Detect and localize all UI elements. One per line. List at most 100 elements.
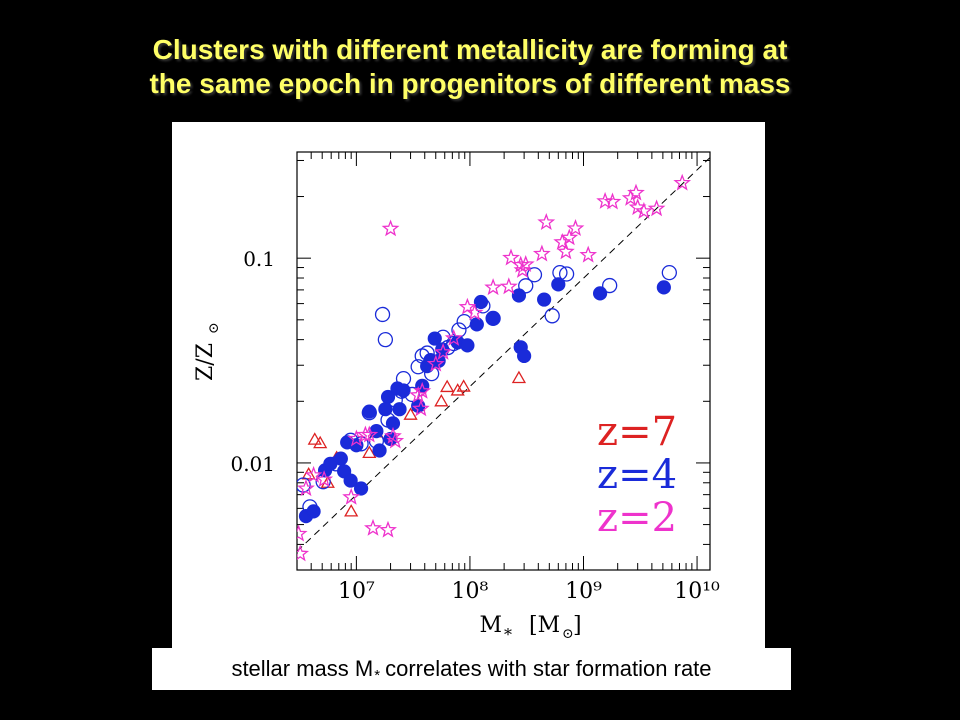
x-axis-unit-close: ] — [573, 613, 582, 638]
data-point-filled-circle — [592, 286, 608, 301]
data-point-star — [553, 232, 572, 250]
data-point-open-circle — [518, 278, 534, 294]
data-point-star — [381, 219, 400, 237]
data-point-star — [513, 260, 532, 278]
y-axis-label-group: Z/Z ⊙ — [193, 322, 222, 381]
data-point-open-circle — [526, 267, 543, 283]
data-point-star — [566, 219, 585, 236]
slide-title-line-2: the same epoch in progenitors of differe… — [149, 68, 791, 99]
x-tick-label: 10¹⁰ — [674, 579, 720, 604]
y-axis-label: Z/Z — [193, 343, 218, 381]
data-point-open-circle — [558, 266, 575, 282]
data-point-triangle — [450, 383, 465, 396]
data-point-open-circle — [552, 264, 568, 281]
data-point-star — [297, 524, 308, 542]
data-point-open-circle — [374, 306, 391, 323]
data-point-filled-circle — [511, 288, 527, 303]
data-point-filled-circle — [551, 277, 566, 292]
data-point-star — [297, 479, 315, 497]
chart-panel: 10⁷ 10⁸ 10⁹ 10¹⁰ 0.01 0.1 M * [M ⊙] Z/Z ⊙ z=7 z=4 z=2 — [172, 122, 765, 650]
data-point-star — [502, 248, 520, 266]
caption-box: stellar mass M* correlates with star form… — [152, 648, 791, 690]
data-point-star — [560, 228, 579, 246]
data-point-star — [413, 381, 432, 399]
data-point-filled-circle — [469, 317, 484, 332]
data-point-open-circle — [328, 456, 344, 472]
data-point-star — [412, 399, 430, 417]
data-point-star — [603, 192, 622, 210]
x-tick-label: 10⁸ — [452, 579, 489, 604]
data-point-star — [673, 173, 692, 191]
data-point-star — [304, 465, 323, 483]
y-tick-label: 0.1 — [243, 247, 275, 271]
data-point-star — [465, 303, 484, 321]
data-point-triangle — [403, 407, 418, 420]
data-point-open-circle — [302, 499, 318, 515]
data-point-star — [315, 470, 334, 488]
data-point-star — [426, 354, 445, 372]
data-point-open-circle — [419, 345, 435, 361]
data-point-open-circle — [475, 298, 491, 314]
data-point-open-circle — [544, 308, 560, 324]
caption-text-after: correlates with star formation rate — [385, 656, 712, 681]
plot-frame — [296, 151, 711, 571]
data-point-star — [627, 183, 645, 201]
data-point-filled-circle — [353, 481, 369, 496]
data-point-filled-circle — [517, 348, 532, 364]
data-point-star — [484, 278, 503, 296]
data-point-open-circle — [393, 383, 410, 399]
data-point-triangle — [456, 379, 471, 392]
data-point-star — [386, 431, 405, 449]
x-tick-label: 10⁷ — [338, 579, 375, 604]
x-axis-label: M — [479, 613, 502, 638]
slide-title-line-1: Clusters with different metallicity are … — [152, 34, 788, 65]
data-point-triangle — [440, 379, 455, 393]
data-point-filled-circle — [372, 443, 387, 458]
caption-subscript: * — [374, 667, 381, 684]
data-point-filled-circle — [537, 292, 552, 307]
y-tick-label: 0.01 — [230, 452, 275, 476]
data-point-open-circle — [602, 277, 618, 294]
data-point-star — [297, 544, 310, 562]
data-point-triangle — [313, 435, 328, 449]
legend-entry: z=4 — [597, 452, 677, 498]
data-point-triangle — [434, 393, 449, 407]
data-point-star — [409, 385, 428, 403]
x-tick-label: 10⁹ — [565, 579, 602, 604]
data-point-triangle — [362, 445, 377, 459]
x-axis-unit: [M — [529, 613, 560, 638]
data-point-open-circle — [661, 264, 677, 281]
data-point-filled-circle — [306, 504, 321, 519]
data-point-star — [557, 242, 575, 260]
legend-entry: z=7 — [597, 409, 677, 455]
data-point-open-circle — [485, 310, 501, 327]
data-point-star — [384, 426, 402, 444]
data-point-open-circle — [380, 412, 396, 428]
data-point-filled-circle — [343, 473, 358, 488]
legend-entry: z=2 — [597, 495, 677, 541]
data-point-triangle — [344, 504, 359, 517]
markers-group — [297, 173, 692, 562]
data-point-star — [537, 213, 556, 230]
data-point-open-circle — [446, 335, 462, 352]
data-point-star — [647, 199, 666, 217]
data-point-star — [532, 244, 551, 262]
data-point-star — [516, 255, 535, 272]
data-point-open-circle — [410, 359, 426, 375]
data-point-filled-circle — [460, 338, 475, 353]
slide-title: Clusters with different metallicity are … — [0, 33, 940, 101]
data-point-star — [364, 518, 382, 536]
caption-text-before: stellar mass M — [231, 656, 374, 681]
data-point-star — [499, 277, 518, 295]
x-axis-unit-subscript: ⊙ — [562, 626, 574, 642]
data-point-filled-circle — [392, 402, 407, 417]
data-point-star — [596, 191, 614, 209]
data-point-star — [434, 342, 452, 360]
data-point-open-circle — [377, 332, 394, 348]
data-point-star — [634, 201, 653, 219]
data-point-triangle — [307, 432, 322, 445]
data-point-star — [379, 520, 397, 538]
data-point-filled-circle — [656, 280, 671, 295]
data-point-star — [342, 487, 361, 505]
